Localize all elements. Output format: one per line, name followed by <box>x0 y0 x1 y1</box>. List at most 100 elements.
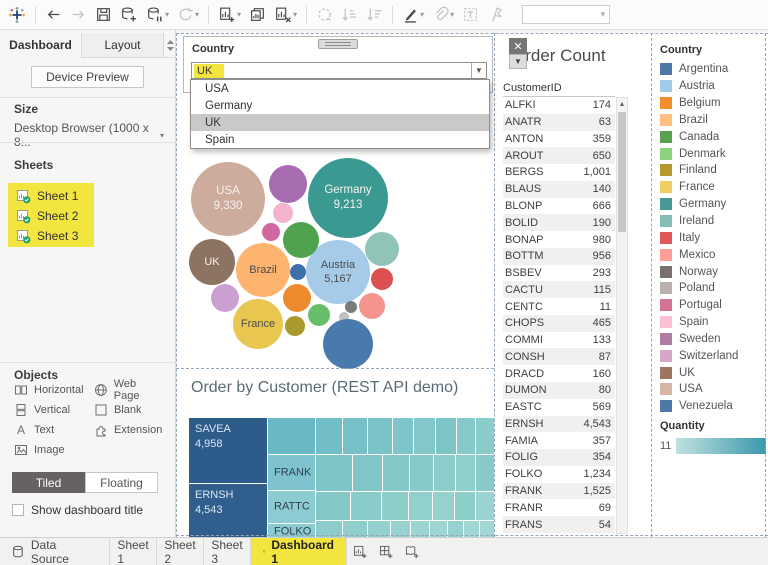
treemap-cell[interactable] <box>435 418 456 454</box>
treemap-cell[interactable] <box>268 418 315 454</box>
treemap-cell[interactable] <box>476 455 494 491</box>
treemap-cell[interactable] <box>410 455 434 491</box>
legend-item[interactable]: France <box>660 179 738 196</box>
tab-dashboard-1[interactable]: Dashboard 1 <box>251 538 347 565</box>
table-row[interactable]: AROUT 650 <box>503 147 615 165</box>
table-row[interactable]: ANTON 359 <box>503 131 615 148</box>
highlight-button[interactable]: ▾ <box>398 2 428 28</box>
bubble-unlabeled[interactable] <box>283 284 311 312</box>
drag-handle[interactable] <box>318 39 358 49</box>
treemap-cell[interactable] <box>351 492 381 520</box>
size-selector[interactable]: Desktop Browser (1000 x 8... ▾ <box>14 121 164 149</box>
format-workbook-button[interactable]: ▾ <box>428 2 458 28</box>
bubble-unlabeled[interactable] <box>345 301 357 313</box>
bubble-unlabeled[interactable] <box>365 232 399 266</box>
treemap-cell[interactable] <box>316 455 352 491</box>
table-row[interactable]: FOLKO 1,234 <box>503 466 615 483</box>
legend-item[interactable]: USA <box>660 381 738 398</box>
bubble-unlabeled[interactable] <box>273 203 293 223</box>
legend-item[interactable]: Belgium <box>660 95 738 112</box>
treemap-cell-frank[interactable]: FRANK <box>268 455 315 490</box>
presentation-mode-button[interactable] <box>483 2 508 28</box>
treemap-cell[interactable] <box>476 418 494 454</box>
legend-item[interactable]: Venezuela <box>660 398 738 415</box>
tab-sheet-1[interactable]: Sheet 1 <box>110 538 157 565</box>
bubble-unlabeled[interactable] <box>211 284 239 312</box>
table-row[interactable]: FOLIG 354 <box>503 449 615 466</box>
bubble-unlabeled[interactable] <box>359 293 385 319</box>
group-members-button[interactable] <box>312 2 337 28</box>
table-row[interactable]: BSBEV 293 <box>503 265 615 282</box>
treemap-cell[interactable] <box>368 521 390 537</box>
fit-selector[interactable]: ▾ <box>522 5 611 24</box>
sheet-list-item[interactable]: Sheet 1 <box>16 186 78 206</box>
treemap-cell[interactable] <box>479 521 494 537</box>
bubble-unlabeled[interactable] <box>285 316 305 336</box>
bubble-austria[interactable]: Austria 5,167 <box>306 240 370 304</box>
tab-layout[interactable]: Layout <box>82 33 164 57</box>
legend-item[interactable]: Germany <box>660 196 738 213</box>
treemap-cell[interactable] <box>408 492 433 520</box>
treemap-cell[interactable] <box>475 492 494 520</box>
undo-button[interactable] <box>41 2 66 28</box>
treemap-cell[interactable] <box>433 492 454 520</box>
object-image[interactable]: Image <box>14 440 94 460</box>
bubble-unlabeled[interactable] <box>269 165 307 203</box>
treemap-cell[interactable] <box>464 521 479 537</box>
bubble-unlabeled[interactable] <box>323 319 373 369</box>
gradient-bar[interactable] <box>676 438 767 454</box>
show-dashboard-title-checkbox[interactable] <box>12 504 24 516</box>
table-row[interactable]: CACTU 115 <box>503 281 615 299</box>
tab-sheet-3[interactable]: Sheet 3 <box>204 538 251 565</box>
save-button[interactable] <box>91 2 116 28</box>
legend-item[interactable]: Poland <box>660 280 738 297</box>
run-auto-updates-button[interactable]: ▾ <box>173 2 203 28</box>
pause-auto-updates-button[interactable]: ▾ <box>142 2 173 28</box>
table-row[interactable]: FRANS 54 <box>503 516 615 533</box>
filter-option-uk[interactable]: UK <box>191 114 489 131</box>
table-row[interactable]: DUMON 80 <box>503 382 615 399</box>
tiled-button[interactable]: Tiled <box>12 472 85 493</box>
treemap-cell-savea[interactable]: SAVEA 4,958 <box>189 418 267 483</box>
table-row[interactable]: FRANK 1,525 <box>503 482 615 500</box>
bubble-unlabeled[interactable] <box>283 222 319 258</box>
table-row[interactable]: ALFKI 174 <box>503 97 615 114</box>
legend-item[interactable]: Norway <box>660 263 738 280</box>
table-row[interactable]: BLONP 666 <box>503 198 615 215</box>
bubble-usa[interactable]: USA 9,330 <box>191 162 265 236</box>
new-worksheet-tab-button[interactable] <box>347 538 373 565</box>
tab-data-source[interactable]: Data Source <box>0 538 110 565</box>
legend-item[interactable]: Ireland <box>660 213 738 230</box>
filter-option-usa[interactable]: USA <box>205 82 229 95</box>
treemap-cell[interactable] <box>343 521 368 537</box>
chevron-down-icon[interactable]: ▼ <box>471 63 486 78</box>
treemap-cell[interactable] <box>316 418 342 454</box>
legend-item[interactable]: Denmark <box>660 145 738 162</box>
legend-item[interactable]: Brazil <box>660 112 738 129</box>
filter-option-germany[interactable]: Germany <box>205 99 253 112</box>
treemap-cell-folko[interactable]: FOLKO <box>268 524 315 537</box>
device-preview-button[interactable]: Device Preview <box>31 66 144 88</box>
treemap-cell-rattc[interactable]: RATTC <box>268 491 315 523</box>
treemap-cell[interactable] <box>456 455 476 491</box>
scrollbar-thumb[interactable] <box>618 112 626 232</box>
bubble-unlabeled[interactable] <box>339 312 349 322</box>
legend-item[interactable]: UK <box>660 364 738 381</box>
bubble-brazil[interactable]: Brazil <box>236 243 290 297</box>
duplicate-sheet-button[interactable] <box>245 2 270 28</box>
filter-option-spain[interactable]: Spain <box>205 133 235 146</box>
treemap-cell[interactable] <box>456 418 476 454</box>
filter-menu-button[interactable]: ▼ <box>509 54 527 69</box>
floating-button[interactable]: Floating <box>85 472 158 493</box>
legend-item[interactable]: Sweden <box>660 331 738 348</box>
treemap-cell[interactable] <box>410 521 429 537</box>
legend-item[interactable]: Portugal <box>660 297 738 314</box>
treemap-cell[interactable] <box>316 521 343 537</box>
table-row[interactable]: CENTC 11 <box>503 298 615 315</box>
bubble-germany[interactable]: Germany 9,213 <box>308 158 388 238</box>
object-web-page[interactable]: Web Page <box>94 378 164 402</box>
table-scrollbar[interactable]: ▲ <box>616 97 628 534</box>
treemap-cell[interactable] <box>429 521 447 537</box>
table-row[interactable]: BONAP 980 <box>503 231 615 248</box>
object-extension[interactable]: Extension <box>94 420 164 440</box>
